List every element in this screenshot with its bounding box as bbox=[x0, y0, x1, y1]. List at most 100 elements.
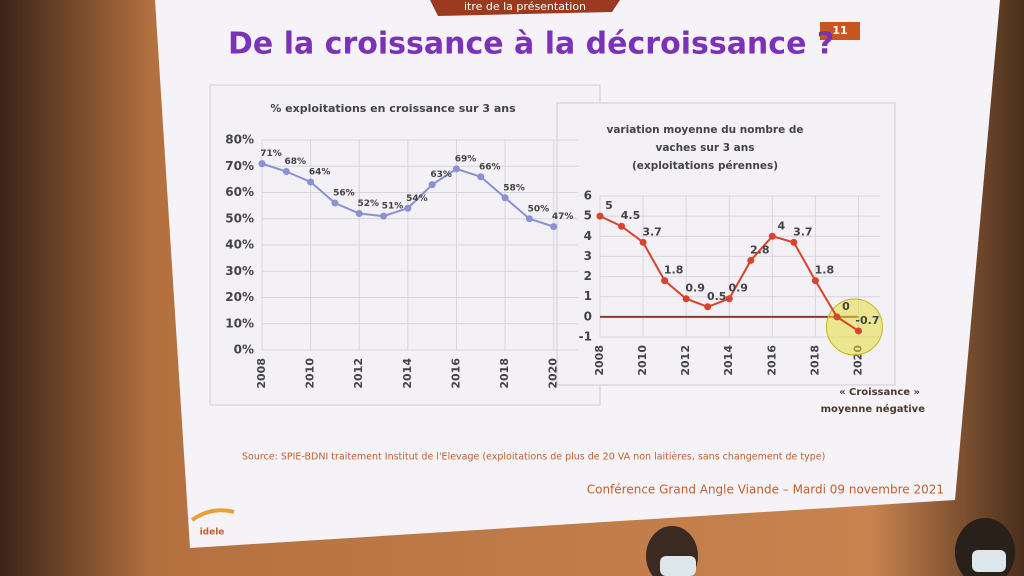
point bbox=[452, 165, 460, 173]
data-label: 69% bbox=[455, 154, 477, 164]
point bbox=[639, 238, 647, 246]
page-badge bbox=[820, 22, 860, 40]
point bbox=[525, 215, 533, 223]
y-tick-label: 4 bbox=[584, 229, 592, 243]
data-label: 56% bbox=[333, 189, 355, 199]
x-tick-label: 2018 bbox=[808, 345, 821, 376]
data-label: 0.5 bbox=[707, 290, 727, 303]
y-tick-label: 10% bbox=[225, 316, 254, 330]
point bbox=[307, 178, 315, 186]
point bbox=[331, 199, 339, 207]
point bbox=[428, 181, 436, 189]
data-label: 71% bbox=[260, 149, 282, 159]
footer: Conférence Grand Angle Viande – Mardi 09… bbox=[587, 483, 944, 497]
highlight-circle bbox=[825, 298, 883, 356]
header: itre de la présentation bbox=[464, 0, 586, 13]
x-tick-label: 2012 bbox=[352, 358, 365, 389]
mask bbox=[660, 556, 696, 576]
source: Source: SPIE-BDNI traitement Institut de… bbox=[242, 452, 825, 463]
point bbox=[258, 160, 266, 168]
data-label: 5 bbox=[605, 199, 613, 212]
point bbox=[596, 212, 604, 220]
point bbox=[477, 173, 485, 181]
title: De la croissance à la décroissance ? bbox=[228, 27, 834, 62]
data-label: 63% bbox=[430, 170, 452, 180]
y-tick-label: 20% bbox=[225, 290, 254, 304]
data-label: 58% bbox=[503, 183, 525, 193]
data-label: 68% bbox=[285, 157, 307, 167]
data-label: 1.8 bbox=[664, 264, 684, 277]
x-tick-label: 2010 bbox=[304, 358, 317, 389]
x-tick-label: 2020 bbox=[547, 358, 560, 389]
data-label: 0.9 bbox=[685, 282, 705, 295]
data-label: 3.7 bbox=[793, 225, 813, 238]
mask bbox=[972, 550, 1006, 572]
y-tick-label: 3 bbox=[584, 249, 592, 263]
y-tick-label: 30% bbox=[225, 264, 254, 278]
y-tick-label: 40% bbox=[225, 238, 254, 252]
x-tick-label: 2016 bbox=[449, 358, 462, 389]
point bbox=[355, 210, 363, 217]
data-label: 50% bbox=[528, 204, 550, 214]
logo-swoosh bbox=[190, 508, 235, 522]
data-label: 1.8 bbox=[815, 264, 835, 277]
point bbox=[768, 232, 776, 240]
y-tick-label: 2 bbox=[584, 269, 592, 283]
y-tick-label: 60% bbox=[225, 185, 254, 199]
point bbox=[704, 303, 712, 311]
y-tick-label: 50% bbox=[225, 211, 254, 225]
data-label: 64% bbox=[309, 168, 331, 178]
x-tick-label: 2012 bbox=[679, 345, 692, 376]
point bbox=[618, 222, 626, 230]
y-tick-label: 80% bbox=[225, 133, 254, 147]
chart-title: vaches sur 3 ans bbox=[656, 142, 755, 154]
x-tick-label: 2008 bbox=[255, 358, 268, 389]
data-label: 51% bbox=[382, 202, 404, 212]
point bbox=[854, 327, 862, 335]
point bbox=[661, 277, 669, 285]
data-label: 0 bbox=[842, 300, 850, 313]
annotation: « Croissance » bbox=[839, 387, 920, 398]
x-tick-label: 2014 bbox=[401, 358, 414, 389]
x-tick-label: 2018 bbox=[498, 358, 511, 389]
y-tick-label: 0% bbox=[234, 343, 254, 357]
data-label: 52% bbox=[357, 199, 379, 209]
x-tick-label: 2008 bbox=[593, 345, 606, 376]
logo: idele bbox=[200, 528, 225, 538]
chart-title: (exploitations pérennes) bbox=[632, 160, 778, 172]
data-label: 2.8 bbox=[750, 243, 770, 256]
data-label: 47% bbox=[552, 212, 574, 222]
y-tick-label: 5 bbox=[584, 209, 592, 223]
data-label: 54% bbox=[406, 194, 428, 204]
data-label: 66% bbox=[479, 162, 501, 172]
point bbox=[282, 168, 290, 175]
data-label: -0.7 bbox=[855, 314, 879, 327]
point bbox=[811, 277, 819, 285]
chart-title: % exploitations en croissance sur 3 ans bbox=[270, 102, 516, 115]
annotation: moyenne négative bbox=[821, 403, 926, 415]
data-label: 0.9 bbox=[728, 282, 748, 295]
data-label: 4.5 bbox=[621, 209, 641, 222]
point bbox=[790, 238, 798, 246]
point bbox=[380, 212, 388, 220]
data-label: 4 bbox=[777, 219, 785, 232]
y-tick-label: 6 bbox=[584, 189, 592, 203]
chart-title: variation moyenne du nombre de bbox=[607, 124, 804, 136]
x-tick-label: 2010 bbox=[636, 345, 649, 376]
y-tick-label: -1 bbox=[579, 330, 592, 344]
point bbox=[747, 256, 755, 264]
point bbox=[550, 223, 558, 231]
x-tick-label: 2016 bbox=[765, 345, 778, 376]
y-tick-label: 0 bbox=[584, 309, 592, 323]
y-tick-label: 1 bbox=[584, 289, 592, 303]
point bbox=[501, 194, 509, 202]
header-band bbox=[430, 0, 620, 16]
page-number: 11 bbox=[832, 24, 847, 37]
y-tick-label: 70% bbox=[225, 159, 254, 173]
x-tick-label: 2014 bbox=[722, 345, 735, 376]
point bbox=[833, 313, 841, 321]
point bbox=[725, 295, 733, 303]
point bbox=[404, 204, 412, 212]
